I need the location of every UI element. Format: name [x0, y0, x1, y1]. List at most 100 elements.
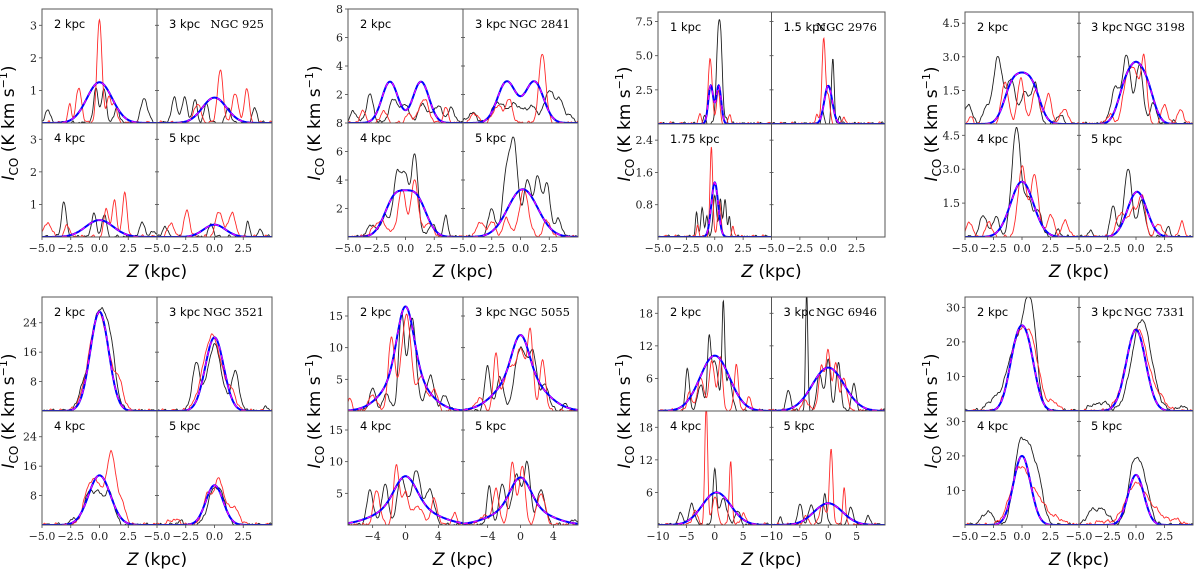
x-tick-label: −2.5: [57, 530, 84, 543]
data-line-black: [965, 297, 1079, 411]
x-tick-label: −5.0: [335, 242, 362, 255]
y-tick-label: 18: [639, 421, 653, 434]
x-tick-label: −2.5: [478, 242, 505, 255]
x-tick-label: −4: [365, 530, 381, 543]
data-line-black: [463, 136, 578, 237]
x-tick-label: −5.0: [29, 242, 56, 255]
data-line-red: [463, 327, 578, 411]
panel-label: 4 kpc: [360, 419, 391, 433]
model-line-blue: [348, 189, 463, 237]
data-line-red: [1079, 328, 1193, 411]
model-line-magenta-dashed: [658, 181, 772, 237]
data-line-red: [157, 477, 272, 525]
data-line-red: [1079, 481, 1193, 525]
data-line-red: [965, 77, 1079, 124]
galaxy-name: NGC 2841: [509, 17, 570, 31]
x-tick-label: 2.5: [426, 242, 444, 255]
data-line-black: [463, 346, 578, 411]
x-tick-label: −2.5: [980, 530, 1007, 543]
y-tick-label: 2: [336, 89, 343, 102]
y-tick-label: 5.0: [636, 50, 654, 63]
panel: 4 kpc 6 12 18: [639, 410, 772, 526]
panel: 3 kpc: [155, 296, 273, 412]
data-line-red: [348, 313, 463, 411]
panel-label: 3 kpc: [1091, 20, 1122, 34]
y-tick-label: 5: [336, 373, 343, 386]
panel-label: 3 kpc: [475, 17, 506, 31]
y-tick-label: 2: [30, 166, 37, 179]
x-axis-label: Z (kpc): [1048, 550, 1109, 570]
y-tick-label: 15: [329, 310, 343, 323]
data-line-red: [658, 57, 772, 124]
panel: 5 kpc: [1077, 410, 1194, 526]
panel-label: 3 kpc: [169, 305, 200, 319]
y-tick-label: 20: [946, 336, 960, 349]
model-line-magenta-dashed: [1079, 329, 1193, 411]
model-line-blue: [1079, 328, 1193, 411]
panel-label: 1.5 kpc: [784, 20, 826, 34]
y-tick-label: 6: [336, 32, 343, 45]
data-line-black: [42, 87, 157, 123]
x-tick-label: 0: [711, 530, 718, 543]
y-tick-label: 1.5: [943, 84, 961, 97]
x-axis-label: Z (kpc): [740, 262, 801, 282]
panel: 4 kpc 5 10 15: [329, 410, 464, 526]
data-line-red: [658, 355, 772, 411]
y-tick-label: 7.5: [636, 16, 654, 29]
y-tick-label: 0.8: [636, 199, 654, 212]
model-line-blue: [463, 476, 578, 525]
galaxy-name: NGC 7331: [1124, 305, 1185, 319]
panel-label: 4 kpc: [977, 419, 1008, 433]
x-tick-label: 0: [402, 530, 409, 543]
panel-frame: [771, 123, 886, 238]
panel-label: 5 kpc: [1091, 419, 1122, 433]
x-tick-label: −5.0: [144, 242, 171, 255]
model-line-blue: [463, 80, 578, 123]
data-line-black: [965, 56, 1079, 124]
model-line-magenta-dashed: [658, 84, 772, 124]
x-axis-label: Z (kpc): [1048, 262, 1109, 282]
x-tick-label: −5.0: [952, 242, 979, 255]
y-tick-label: 1: [30, 84, 37, 97]
panel: [769, 123, 886, 238]
model-line-blue: [1079, 190, 1193, 237]
x-tick-label: 2.5: [235, 242, 253, 255]
data-line-red: [965, 165, 1079, 237]
data-line-red: [463, 53, 578, 123]
galaxy-name: NGC 2976: [816, 20, 877, 34]
x-axis-label: Z (kpc): [432, 262, 493, 282]
panel-label: 4 kpc: [977, 132, 1008, 146]
x-tick-label: 2.5: [1042, 242, 1060, 255]
y-tick-label: 4.5: [943, 17, 961, 30]
model-line-blue: [771, 366, 885, 411]
model-line-magenta-dashed: [348, 189, 463, 237]
y-tick-label: 15: [329, 424, 343, 437]
panel: 2 kpc 10 20 30: [946, 296, 1080, 412]
data-line-red: [771, 448, 885, 525]
panel: 5 kpc: [1077, 123, 1194, 238]
panel: 5 kpc: [769, 410, 886, 526]
y-axis-label: ICO (K km s−1): [0, 354, 21, 469]
x-tick-label: −2.5: [787, 242, 814, 255]
data-line-red: [42, 18, 157, 123]
data-line-black: [348, 311, 463, 411]
data-line-black: [771, 58, 885, 124]
x-tick-label: 2.5: [235, 530, 253, 543]
model-line-blue: [42, 474, 157, 525]
x-tick-label: −2.5: [363, 242, 390, 255]
x-tick-label: −4: [480, 530, 496, 543]
panel: 4 kpc 1.5 3.0 4.5: [943, 123, 1080, 238]
y-tick-label: 10: [329, 456, 343, 469]
y-tick-label: 3.0: [943, 51, 961, 64]
panel: 2 kpc 5 10 15: [329, 296, 464, 412]
panel-label: 2 kpc: [360, 305, 391, 319]
x-tick-label: 2.5: [1042, 530, 1060, 543]
y-axis-label: ICO (K km s−1): [303, 66, 327, 181]
panel: 5 kpc: [155, 122, 273, 238]
data-line-black: [348, 470, 463, 525]
model-line-blue: [42, 310, 157, 411]
x-tick-label: −2.5: [172, 242, 199, 255]
model-line-magenta-dashed: [658, 355, 772, 411]
